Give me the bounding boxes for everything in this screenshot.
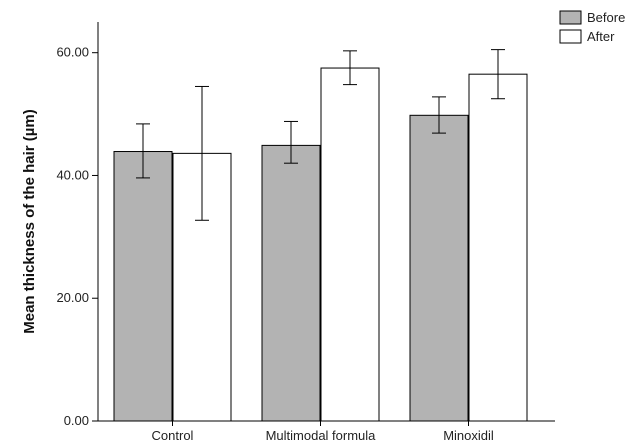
x-tick-label: Multimodal formula bbox=[266, 428, 377, 443]
error-bar bbox=[195, 85, 209, 221]
bar-before-minoxidil bbox=[409, 114, 469, 422]
bar-before-control bbox=[113, 151, 173, 422]
legend: Before After bbox=[559, 10, 625, 44]
error-bar bbox=[491, 49, 505, 100]
y-tick-label: 0.00 bbox=[64, 413, 89, 428]
legend-item: Before bbox=[559, 10, 625, 25]
category-labels: Control Multimodal formula Minoxidil bbox=[152, 421, 494, 443]
bars bbox=[113, 67, 528, 422]
x-tick-label: Control bbox=[152, 428, 194, 443]
x-tick-label: Minoxidil bbox=[443, 428, 494, 443]
legend-item: After bbox=[559, 29, 615, 44]
bar-after-minoxidil bbox=[468, 73, 528, 422]
legend-swatch bbox=[559, 29, 582, 44]
error-bar bbox=[432, 96, 446, 134]
y-ticks: 0.00 20.00 40.00 60.00 bbox=[56, 45, 98, 428]
error-bars bbox=[136, 49, 505, 221]
bar-before-multimodal-formula bbox=[261, 144, 321, 422]
legend-swatch bbox=[559, 10, 582, 25]
error-bar bbox=[284, 120, 298, 164]
y-tick-label: 20.00 bbox=[56, 290, 89, 305]
legend-label: After bbox=[587, 29, 615, 44]
error-bar bbox=[136, 123, 150, 179]
legend-label: Before bbox=[587, 10, 625, 25]
bar-after-multimodal-formula bbox=[320, 67, 380, 422]
error-bar bbox=[343, 50, 357, 86]
y-tick-label: 60.00 bbox=[56, 45, 89, 60]
y-tick-label: 40.00 bbox=[56, 167, 89, 182]
y-axis-title: Mean thickness of the hair (µm) bbox=[21, 109, 38, 334]
